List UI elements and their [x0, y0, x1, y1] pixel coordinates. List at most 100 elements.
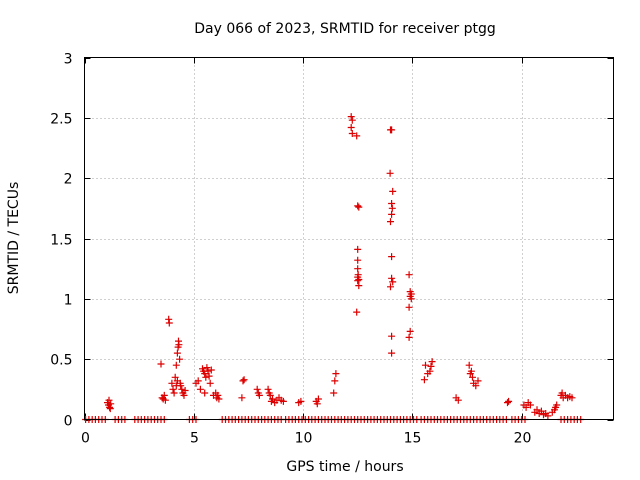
data-point: [266, 391, 274, 399]
data-point: [196, 385, 204, 393]
data-point: [454, 396, 462, 404]
data-point: [537, 407, 545, 415]
data-point: [353, 132, 361, 140]
data-point: [522, 403, 530, 411]
data-point: [353, 308, 361, 316]
data-point: [169, 385, 177, 393]
data-point: [314, 395, 322, 403]
data-point: [313, 400, 321, 408]
data-point: [355, 203, 363, 211]
data-point: [347, 113, 355, 121]
data-point: [388, 274, 396, 282]
data-point: [240, 376, 248, 384]
data-point: [389, 278, 397, 286]
data-points: [82, 113, 585, 423]
data-point: [172, 361, 180, 369]
data-point: [553, 401, 561, 409]
data-point: [474, 377, 482, 385]
data-point: [354, 256, 362, 264]
data-point: [264, 385, 272, 393]
data-point: [106, 405, 114, 413]
data-point: [348, 130, 356, 137]
data-point: [544, 412, 552, 420]
data-point: [388, 253, 396, 261]
data-point: [331, 377, 339, 385]
y-tick-label: 1: [64, 293, 73, 309]
data-point: [297, 397, 305, 405]
data-point: [354, 277, 362, 285]
data-point: [170, 389, 178, 397]
data-point: [388, 210, 396, 218]
data-point: [206, 379, 214, 387]
grid-lines: [84, 57, 614, 420]
data-point: [406, 327, 414, 335]
data-point: [269, 395, 276, 403]
data-point: [405, 271, 413, 279]
data-point: [388, 349, 396, 357]
data-point: [175, 341, 183, 349]
y-tick-label: 2: [64, 172, 73, 188]
data-point: [105, 396, 113, 404]
data-point: [387, 218, 394, 226]
data-point: [202, 373, 210, 381]
data-point: [253, 385, 261, 393]
plot-frame: [84, 57, 614, 420]
data-point: [388, 200, 396, 207]
data-point: [386, 169, 394, 177]
data-point: [405, 333, 413, 341]
data-point: [181, 387, 189, 394]
data-point: [465, 361, 473, 369]
data-point: [238, 394, 246, 402]
data-point: [388, 126, 396, 134]
data-point: [472, 382, 480, 390]
data-point: [168, 379, 176, 387]
data-point: [207, 366, 215, 374]
data-point: [279, 397, 287, 405]
data-point: [469, 373, 476, 381]
data-point: [239, 377, 247, 385]
data-point: [165, 319, 173, 327]
data-point: [426, 367, 434, 375]
data-point: [387, 283, 394, 291]
data-point: [205, 372, 213, 380]
data-point: [467, 367, 475, 375]
data-point: [405, 303, 413, 311]
data-point: [157, 360, 165, 368]
y-tick-label: 1.5: [50, 233, 72, 249]
data-point: [106, 403, 114, 411]
data-point: [348, 116, 356, 124]
data-point: [427, 362, 435, 370]
data-point: [173, 377, 181, 385]
data-point: [389, 187, 397, 195]
data-point: [194, 377, 202, 385]
chart-title: Day 066 of 2023, SRMTID for receiver ptg…: [194, 21, 496, 37]
data-point: [347, 124, 355, 131]
data-point: [180, 391, 188, 399]
data-point: [215, 395, 223, 403]
y-axis-label: SRMTID / TECUs: [6, 182, 22, 295]
data-point: [176, 355, 184, 363]
data-point: [505, 397, 513, 405]
data-point: [172, 382, 180, 390]
data-point: [422, 361, 429, 369]
x-tick-label: 15: [404, 431, 422, 447]
x-axis-label: GPS time / hours: [286, 459, 403, 475]
data-point: [504, 399, 511, 407]
y-tick-label: 0: [64, 414, 73, 430]
y-tick-label: 3: [64, 52, 73, 68]
data-point: [388, 332, 396, 340]
data-point: [161, 396, 169, 404]
data-point: [355, 282, 363, 290]
data-point: [201, 389, 209, 397]
data-point: [526, 401, 534, 409]
data-point: [388, 204, 396, 212]
data-point: [330, 389, 338, 397]
x-tick-label: 0: [81, 431, 90, 447]
data-point: [428, 358, 436, 366]
x-tick-label: 5: [190, 431, 199, 447]
y-tick-label: 2.5: [50, 112, 72, 128]
data-point: [355, 276, 363, 283]
data-point: [354, 245, 362, 253]
